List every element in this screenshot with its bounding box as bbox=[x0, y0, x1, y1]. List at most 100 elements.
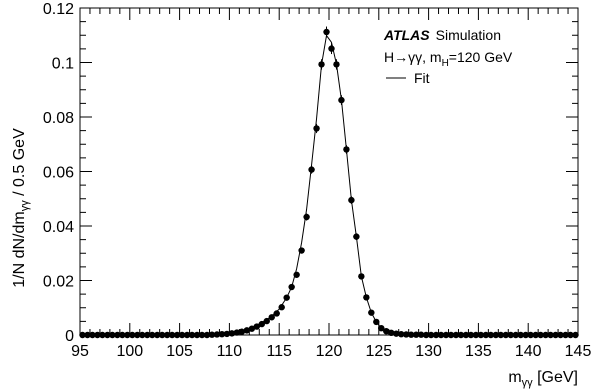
x-axis-label: mγγ [GeV] bbox=[508, 369, 578, 389]
data-point bbox=[363, 294, 370, 301]
data-point bbox=[183, 331, 191, 339]
x-tick-label: 140 bbox=[515, 343, 542, 360]
y-tick-label: 0.1 bbox=[52, 56, 74, 73]
y-tick-label: 0 bbox=[65, 328, 74, 345]
data-point bbox=[402, 331, 410, 338]
fit-curve bbox=[80, 34, 578, 336]
data-point bbox=[353, 233, 360, 240]
data-point bbox=[472, 331, 480, 339]
data-point bbox=[84, 331, 91, 339]
data-point bbox=[507, 331, 514, 339]
data-point bbox=[338, 96, 345, 104]
data-point bbox=[547, 331, 554, 339]
data-point bbox=[144, 331, 151, 339]
y-tick-label: 0.08 bbox=[43, 110, 74, 127]
data-point bbox=[89, 331, 96, 339]
data-point bbox=[512, 331, 519, 339]
y-tick-label: 0.04 bbox=[43, 219, 74, 236]
data-point bbox=[572, 331, 579, 339]
data-point bbox=[163, 331, 171, 339]
data-point bbox=[333, 61, 340, 68]
data-point bbox=[417, 331, 425, 338]
data-point bbox=[278, 304, 285, 311]
data-point bbox=[283, 294, 290, 301]
data-point bbox=[268, 314, 275, 321]
data-point bbox=[228, 330, 236, 337]
data-point bbox=[358, 273, 365, 280]
legend-experiment: ATLAS bbox=[383, 27, 430, 43]
data-point bbox=[542, 331, 549, 339]
y-axis-label-sub: γγ bbox=[19, 200, 31, 212]
data-point bbox=[432, 331, 440, 339]
data-point bbox=[218, 330, 226, 338]
data-point bbox=[492, 331, 500, 339]
data-point bbox=[388, 329, 395, 337]
data-point bbox=[562, 331, 569, 339]
data-point bbox=[129, 331, 136, 339]
data-point bbox=[323, 28, 330, 36]
data-point bbox=[398, 330, 405, 338]
fit-curve-line bbox=[80, 34, 578, 336]
data-point bbox=[487, 331, 495, 339]
data-point bbox=[248, 325, 256, 332]
data-point bbox=[457, 331, 465, 339]
data-point bbox=[238, 328, 246, 335]
x-tick-label: 125 bbox=[365, 343, 392, 360]
data-point bbox=[447, 331, 455, 339]
data-point bbox=[94, 331, 101, 339]
y-axis-label-main: 1/N dN/dm bbox=[11, 211, 28, 287]
data-point bbox=[522, 331, 529, 339]
data-point bbox=[158, 331, 166, 339]
x-axis-label-main: m bbox=[508, 369, 521, 386]
data-point bbox=[368, 309, 375, 316]
data-point bbox=[452, 331, 460, 339]
data-point bbox=[153, 331, 161, 339]
x-tick-label: 105 bbox=[166, 343, 193, 360]
x-tick-label: 130 bbox=[415, 343, 442, 360]
data-point bbox=[263, 317, 270, 325]
legend-process-sub: H bbox=[442, 58, 449, 69]
data-point bbox=[348, 196, 355, 204]
data-point bbox=[477, 331, 485, 339]
data-point bbox=[253, 323, 260, 330]
data-point bbox=[124, 331, 131, 339]
data-point bbox=[328, 45, 335, 52]
data-point bbox=[532, 331, 539, 339]
data-point bbox=[203, 331, 211, 339]
data-points bbox=[79, 26, 579, 339]
data-point bbox=[422, 331, 430, 339]
legend-process-line: H→γγ, mH=120 GeV bbox=[384, 49, 513, 69]
data-point bbox=[303, 213, 310, 221]
legend-experiment-note: Simulation bbox=[436, 27, 501, 43]
data-point bbox=[502, 331, 509, 339]
y-axis-label: 1/N dN/dmγγ / 0.5 GeV bbox=[11, 128, 31, 288]
x-tick-label: 145 bbox=[565, 343, 592, 360]
data-point bbox=[527, 331, 534, 339]
data-point bbox=[109, 331, 116, 339]
x-tick-label: 95 bbox=[71, 343, 89, 360]
y-tick-label: 0.06 bbox=[43, 165, 74, 182]
x-axis-label-sub: γγ bbox=[522, 377, 534, 389]
x-tick-label: 120 bbox=[316, 343, 343, 360]
y-axis-label-unit: / 0.5 GeV bbox=[11, 128, 28, 200]
data-point bbox=[517, 331, 524, 339]
data-point bbox=[552, 331, 559, 339]
data-point bbox=[383, 327, 390, 335]
data-point bbox=[373, 318, 380, 326]
data-point bbox=[233, 329, 241, 336]
data-point bbox=[134, 331, 141, 339]
x-tick-label: 115 bbox=[266, 343, 292, 360]
legend-fit-label: Fit bbox=[414, 70, 430, 86]
x-tick-label: 135 bbox=[465, 343, 492, 360]
data-point bbox=[313, 125, 320, 132]
data-point bbox=[79, 331, 86, 339]
data-point bbox=[193, 331, 201, 339]
y-tick-label: 0.02 bbox=[43, 274, 74, 291]
data-point bbox=[462, 331, 470, 339]
data-point bbox=[393, 330, 400, 337]
data-point bbox=[119, 331, 126, 339]
data-point bbox=[104, 331, 111, 339]
data-point bbox=[442, 331, 450, 339]
